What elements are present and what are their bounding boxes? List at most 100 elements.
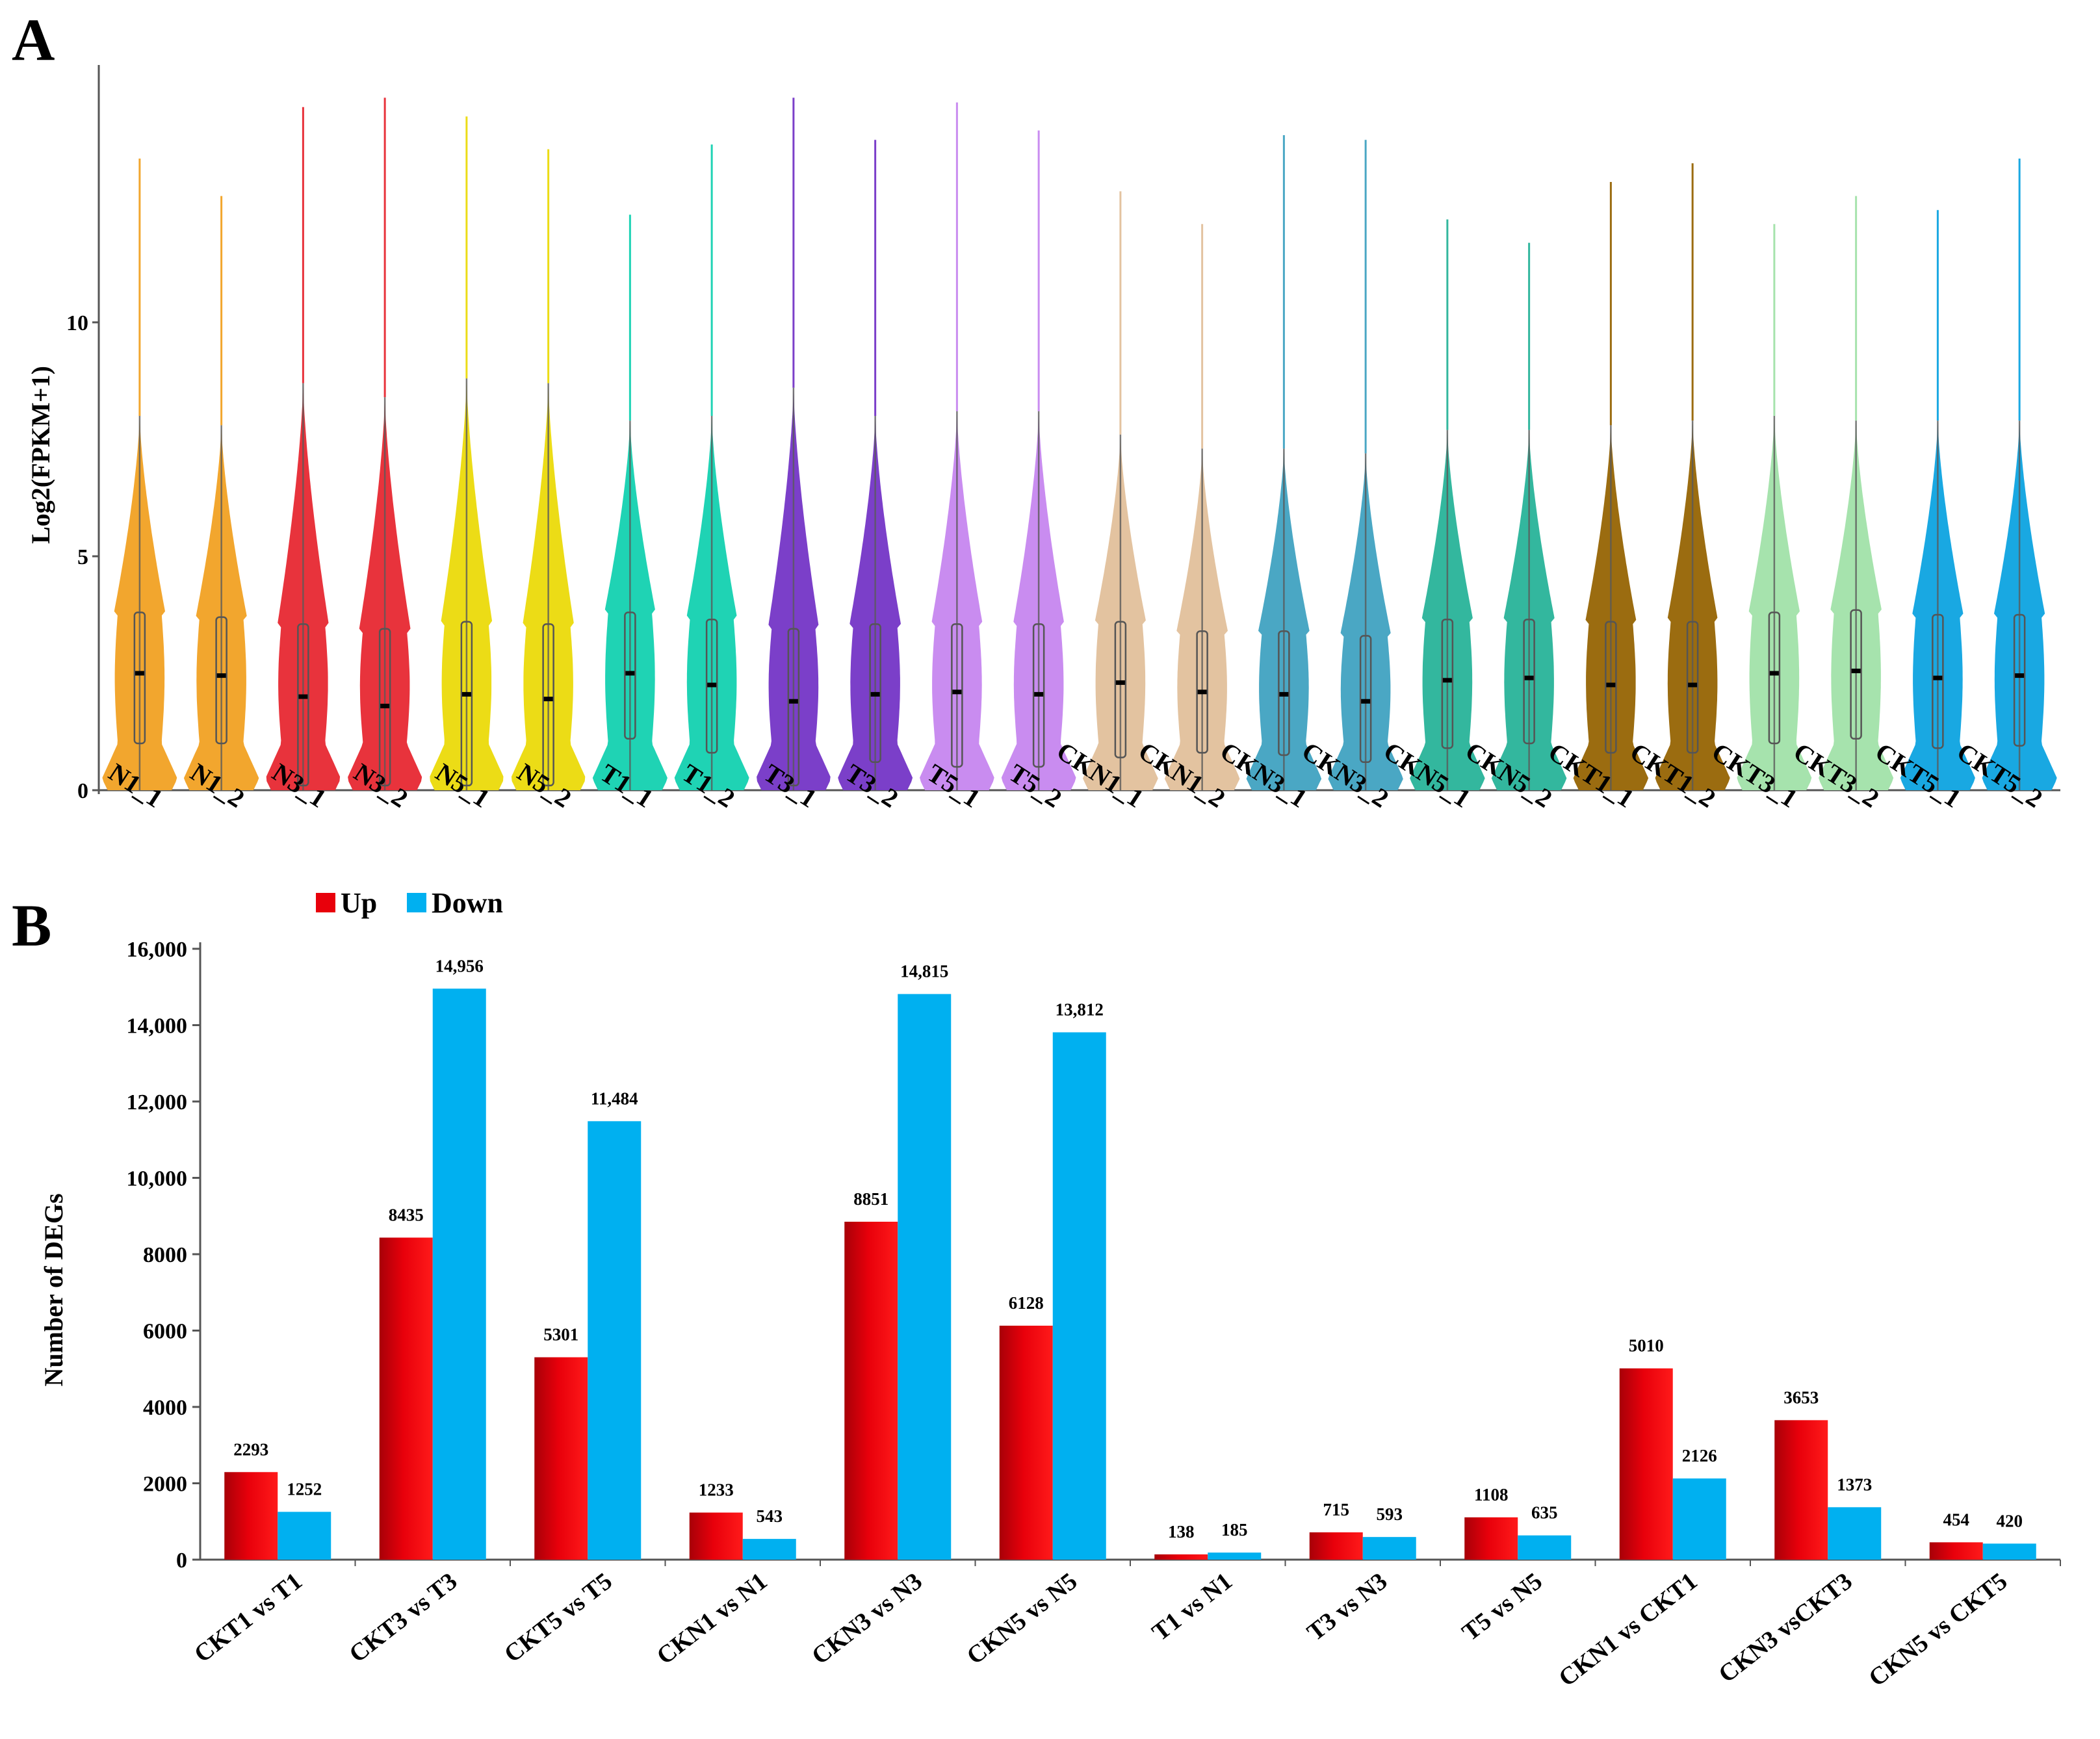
median-mark [707,682,717,688]
box-iqr [1768,612,1781,745]
bar-up [224,1472,278,1560]
bar-up [1774,1420,1828,1560]
legend-down-swatch [407,893,426,912]
data-label-up: 5010 [1629,1336,1664,1356]
median-mark [1933,675,1943,680]
bar-up [844,1222,898,1560]
y-tick-label: 10 [66,311,88,335]
median-mark [1361,699,1371,704]
median-mark [1851,668,1861,673]
violin-CKN3_1: CKN3_1 [1215,135,1336,814]
bar-down [278,1512,331,1560]
box-iqr [1441,618,1454,749]
bar-chart: 0 2000 4000 6000 8000 10,000 12,000 14,000 16,00… [127,938,2061,1692]
violin-CKT5_1: CKT5_1 [1870,210,1990,814]
category-label: CKN3 vsCKT3 [1713,1567,1857,1688]
box-iqr [1686,621,1699,754]
median-mark [1606,682,1616,688]
box-iqr [1850,609,1862,740]
bar-group-10: 5010 2126 CKN1 vs CKT1 [1553,1336,1751,1692]
y-tick-label: 12,000 [127,1090,188,1114]
panel-b-letter: B [12,892,51,959]
box-iqr [787,628,800,787]
bar-up [1464,1517,1518,1560]
violin-T1_1: T1_1 [578,214,682,814]
median-mark [380,703,390,708]
data-label-down: 543 [757,1506,783,1526]
legend: Up Down [316,887,503,919]
bar-down [588,1121,642,1560]
median-mark [1688,682,1698,688]
y-tick-label: 14,000 [127,1014,188,1038]
category-label: T3 vs N3 [1302,1567,1392,1646]
violin-T3_2: T3_2 [823,140,927,814]
median-mark [135,671,144,676]
bar-down [432,988,486,1560]
median-mark [1279,691,1289,697]
violin-CKN1_2: CKN1_2 [1134,224,1254,814]
category-label: CKN1 vs N1 [652,1567,773,1670]
violin-N1_2: N1_2 [169,196,274,814]
bar-up [1929,1542,1983,1560]
violin-N5_1: N5_1 [414,116,519,814]
data-label-up: 1108 [1474,1485,1509,1504]
violin-N5_2: N5_2 [496,149,601,814]
data-label-up: 8851 [853,1189,888,1209]
median-mark [1115,680,1125,685]
y-tick-label: 2000 [143,1473,187,1497]
bar-down [1362,1537,1416,1560]
box-iqr [215,616,227,745]
bar-up [379,1237,433,1560]
category-label: CKN5 vs CKT5 [1863,1567,2012,1692]
bar-up [534,1357,588,1560]
data-label-up: 454 [1943,1510,1970,1529]
data-label-down: 14,956 [435,956,484,975]
data-label-up: 715 [1323,1500,1350,1519]
box-iqr [624,612,636,740]
violin-CKT5_2: CKT5_2 [1952,159,2072,814]
data-label-up: 6128 [1009,1293,1044,1313]
median-mark [788,699,798,704]
category-label: CKN5 vs N5 [962,1567,1083,1670]
violin-CKN1_1: CKN1_1 [1052,191,1173,814]
violin-N1_1: N1_1 [87,159,192,814]
data-label-down: 593 [1377,1504,1403,1524]
box-iqr [542,623,554,787]
category-label: CKT5 vs T5 [499,1567,617,1668]
box-iqr [1523,618,1535,745]
median-mark [1197,689,1207,695]
box-iqr [1605,621,1617,754]
panel-a-y-axis-label: Log2(FPKM+1) [26,366,55,544]
violin-CKT1_1: CKT1_1 [1543,182,1663,814]
data-label-down: 635 [1531,1503,1558,1523]
bar-up [1619,1368,1673,1560]
bar-down [1828,1507,1882,1560]
category-label: T1 vs N1 [1147,1567,1238,1646]
legend-down-label: Down [432,887,503,919]
category-label: CKN3 vs N3 [807,1567,927,1670]
violin-N3_2: N3_2 [333,97,437,814]
bar-up [999,1325,1053,1560]
median-mark [1769,671,1779,676]
legend-up-label: Up [341,887,377,919]
data-label-down: 420 [1997,1511,2023,1530]
bar-group-1: 2293 1252 CKT1 vs T1 [189,1439,356,1668]
violin-CKN5_1: CKN5_1 [1379,219,1499,814]
violin-CKN5_2: CKN5_2 [1460,242,1581,814]
data-label-down: 14,815 [900,962,948,981]
violin-CKT3_2: CKT3_2 [1789,196,1908,814]
category-label: CKT3 vs T3 [344,1567,463,1668]
violin-CKT3_1: CKT3_1 [1707,224,1826,814]
box-iqr [1032,623,1045,768]
median-mark [461,691,471,697]
box-iqr [133,612,146,745]
median-mark [952,689,962,695]
box-iqr [705,618,718,754]
category-label: T5 vs N5 [1457,1567,1548,1646]
bar-group-8: 715 593 T3 vs N3 [1302,1500,1441,1646]
y-tick-label: 6000 [143,1320,187,1344]
bar-down [1672,1478,1726,1560]
box-iqr [1196,630,1208,754]
